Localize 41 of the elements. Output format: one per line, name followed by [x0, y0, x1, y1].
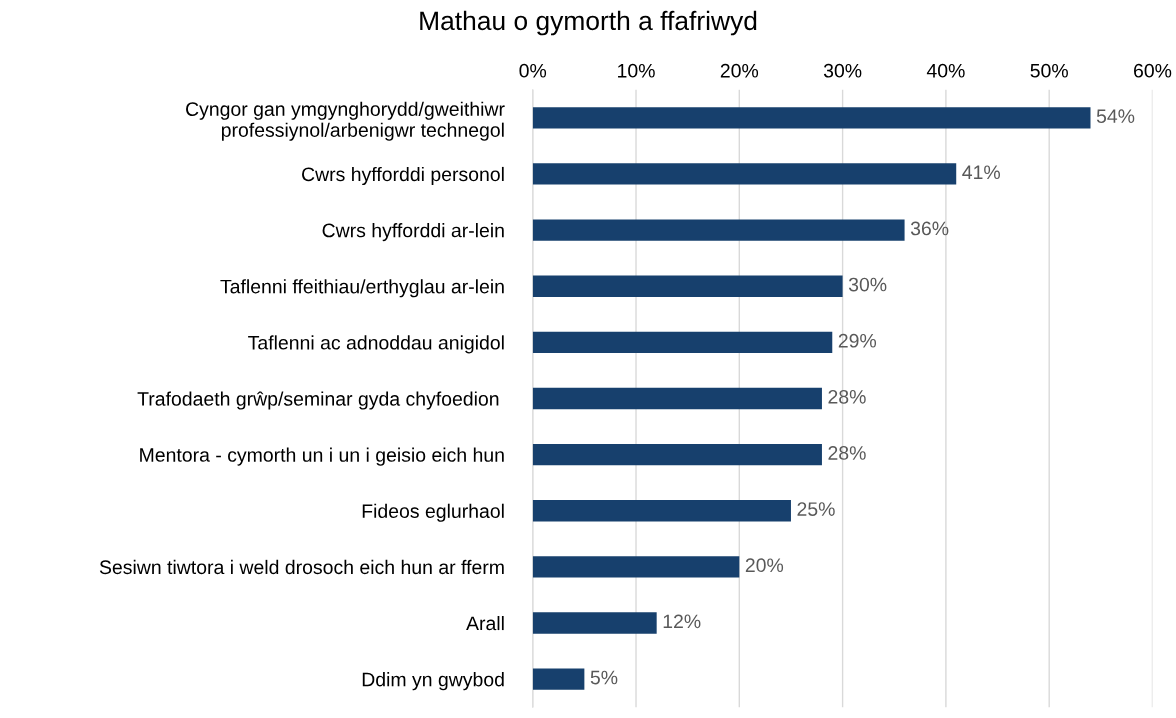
bar [532, 163, 957, 185]
bar [532, 219, 905, 241]
x-tick-label: 10% [618, 63, 655, 78]
x-tick-label: 30% [823, 63, 862, 78]
y-tick-label: Cwrs hyfforddi personol [302, 166, 504, 186]
bar [532, 668, 585, 690]
data-label: 12% [663, 614, 701, 629]
bar [532, 443, 822, 466]
bar [532, 387, 822, 410]
bar [532, 556, 740, 578]
data-label: 25% [797, 502, 835, 516]
y-tick-label: Fideos eglurhaol [362, 503, 504, 522]
chart-title: Mathau o gymorth a ffafriwyd [420, 10, 757, 36]
y-tick-label: Taflenni ffeithiau/erthyglau ar-lein [220, 279, 504, 298]
data-label: 20% [745, 558, 784, 573]
bar [532, 275, 843, 297]
x-tick-label: 60% [1134, 63, 1172, 78]
y-tick-label: Mentora - cymorth un i un i geisio eich hun [140, 447, 504, 466]
data-label: 41% [962, 165, 1001, 180]
bar [532, 500, 791, 522]
data-label: 29% [838, 333, 877, 348]
x-tick-label: 40% [926, 63, 965, 78]
x-tick-label: 50% [1030, 63, 1068, 78]
y-tick-label: Sesiwn tiwtora i weld drosoch eich hun ar fferm [99, 559, 504, 575]
y-tick-label: Cwrs hyfforddi ar-lein [322, 223, 504, 242]
x-tick-label: 0% [519, 63, 547, 78]
bar [532, 107, 1091, 129]
data-label: 30% [848, 277, 887, 292]
y-tick-label: Ddim yn gwybod [362, 672, 504, 691]
data-label: 28% [828, 389, 866, 404]
bar [532, 612, 657, 634]
y-tick-label: Cyngor gan ymgynghorydd/gweithiwr professiynol/arbenigwr technegol [186, 101, 505, 141]
y-tick-label: Trafodaeth grŵp/seminar gyda chyfoedion [137, 391, 499, 410]
data-label: 28% [828, 446, 866, 460]
bar [532, 331, 833, 354]
y-tick-label: Taflenni ac adnoddau anigidol [248, 335, 504, 354]
x-tick-label: 20% [720, 63, 759, 78]
data-label: 5% [590, 670, 618, 685]
data-label: 54% [1096, 109, 1135, 124]
y-tick-label: Arall [466, 615, 504, 631]
data-label: 36% [910, 221, 949, 236]
